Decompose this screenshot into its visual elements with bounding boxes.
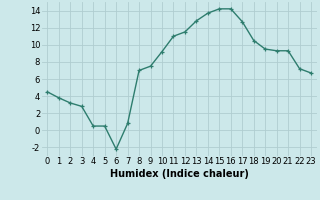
X-axis label: Humidex (Indice chaleur): Humidex (Indice chaleur) [110, 169, 249, 179]
